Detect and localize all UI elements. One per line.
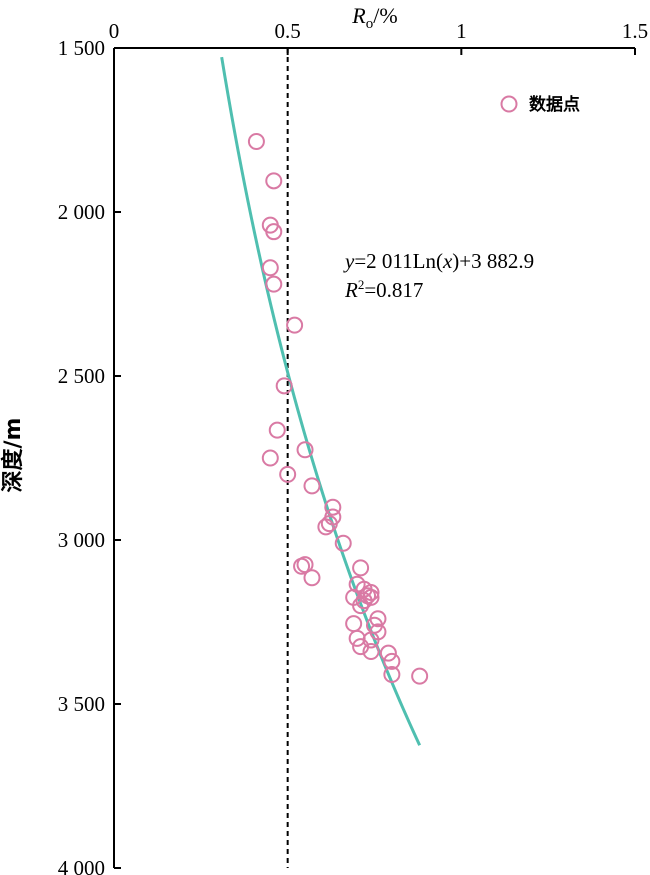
x-axis-title: Ro/% (351, 3, 397, 32)
legend-marker (500, 95, 518, 113)
data-point (334, 534, 352, 552)
data-point (265, 223, 283, 241)
data-point (265, 172, 283, 190)
data-point (279, 465, 297, 483)
data-point (317, 518, 335, 536)
fit-r2: R2=0.817 (344, 277, 423, 302)
data-point (261, 449, 279, 467)
data-point (296, 441, 314, 459)
x-tick-label: 0.5 (275, 19, 301, 43)
data-point (383, 652, 401, 670)
x-tick-label: 0 (109, 19, 120, 43)
data-point (293, 557, 311, 575)
data-point (261, 259, 279, 277)
data-point (286, 316, 304, 334)
data-point (268, 421, 286, 439)
data-point (265, 275, 283, 293)
data-point (345, 615, 363, 633)
x-axis-title-main: R (351, 3, 366, 28)
legend: 数据点 (500, 94, 580, 115)
data-point (379, 644, 397, 662)
data-point (352, 638, 370, 656)
data-point (355, 592, 373, 610)
data-point (352, 597, 370, 615)
data-point (303, 569, 321, 587)
fit-curve (220, 56, 422, 746)
data-point (303, 477, 321, 495)
data-point (247, 132, 265, 150)
data-point (362, 643, 380, 661)
y-tick-label: 3 000 (58, 528, 105, 552)
x-tick-label: 1.5 (622, 19, 648, 43)
x-axis-title-unit: /% (373, 3, 397, 28)
y-tick-label: 2 000 (58, 200, 105, 224)
fit-equation: y=2 011Ln(x)+3 882.9 (343, 249, 534, 273)
legend-label: 数据点 (529, 94, 580, 115)
data-point (383, 665, 401, 683)
y-axis-title: 深度/m (0, 418, 26, 493)
data-point (411, 667, 429, 685)
data-point (275, 377, 293, 395)
x-tick-label: 1 (456, 19, 467, 43)
x-axis-title-sub: o (366, 16, 374, 32)
y-tick-label: 3 500 (58, 692, 105, 716)
data-point (348, 629, 366, 647)
data-point (352, 559, 370, 577)
y-tick-label: 1 500 (58, 36, 105, 60)
y-tick-label: 4 000 (58, 856, 105, 875)
data-point (324, 498, 342, 516)
y-tick-label: 2 500 (58, 364, 105, 388)
data-point (320, 515, 338, 533)
